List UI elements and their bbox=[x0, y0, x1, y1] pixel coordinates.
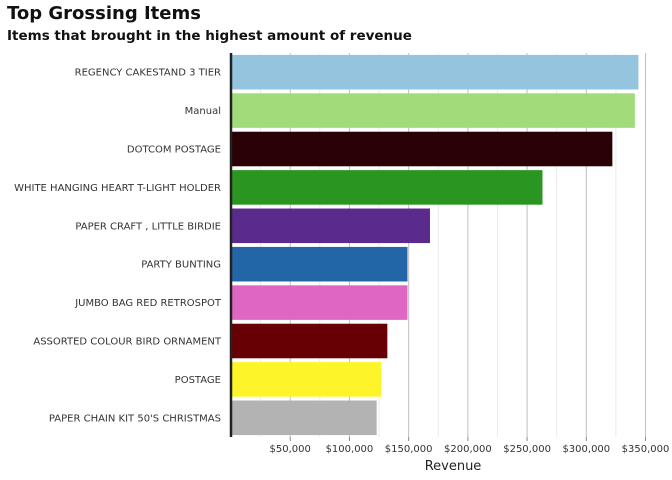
bar bbox=[231, 54, 639, 90]
chart-subtitle: Items that brought in the highest amount… bbox=[7, 28, 412, 44]
bar bbox=[231, 285, 408, 320]
x-tick-label: $50,000 bbox=[270, 444, 311, 455]
category-label: POSTAGE bbox=[175, 375, 221, 386]
x-tick-label: $300,000 bbox=[562, 444, 610, 455]
category-label: PARTY BUNTING bbox=[141, 260, 221, 271]
x-tick-label: $100,000 bbox=[326, 444, 374, 455]
x-axis-ticks: $50,000 $100,000 $150,000 $200,000 $250,000 $… bbox=[270, 437, 670, 455]
bar bbox=[231, 246, 408, 282]
chart-title: Top Grossing Items bbox=[7, 3, 201, 24]
bar bbox=[231, 93, 635, 128]
bar bbox=[231, 323, 388, 359]
x-tick-label: $150,000 bbox=[385, 444, 433, 455]
x-tick-label: $200,000 bbox=[444, 444, 492, 455]
bar bbox=[231, 362, 382, 397]
bar bbox=[231, 131, 613, 167]
category-label: DOTCOM POSTAGE bbox=[127, 145, 221, 156]
bar bbox=[231, 170, 543, 205]
x-axis-title: Revenue bbox=[425, 459, 482, 474]
category-label: JUMBO BAG RED RETROSPOT bbox=[74, 298, 222, 309]
category-label: ASSORTED COLOUR BIRD ORNAMENT bbox=[33, 337, 222, 348]
category-label: WHITE HANGING HEART T-LIGHT HOLDER bbox=[14, 183, 221, 194]
category-labels: REGENCY CAKESTAND 3 TIER Manual DOTCOM POS… bbox=[14, 68, 222, 425]
bars bbox=[231, 54, 639, 436]
x-tick-label: $250,000 bbox=[503, 444, 551, 455]
category-label: PAPER CRAFT , LITTLE BIRDIE bbox=[75, 221, 221, 232]
category-label: Manual bbox=[185, 106, 221, 117]
bar bbox=[231, 400, 377, 436]
category-label: REGENCY CAKESTAND 3 TIER bbox=[75, 68, 221, 79]
bar bbox=[231, 208, 430, 244]
category-label: PAPER CHAIN KIT 50'S CHRISTMAS bbox=[49, 413, 221, 424]
x-tick-label: $350,000 bbox=[622, 444, 670, 455]
